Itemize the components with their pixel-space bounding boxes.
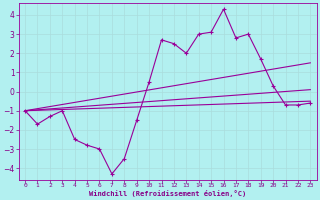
X-axis label: Windchill (Refroidissement éolien,°C): Windchill (Refroidissement éolien,°C) [89, 190, 246, 197]
